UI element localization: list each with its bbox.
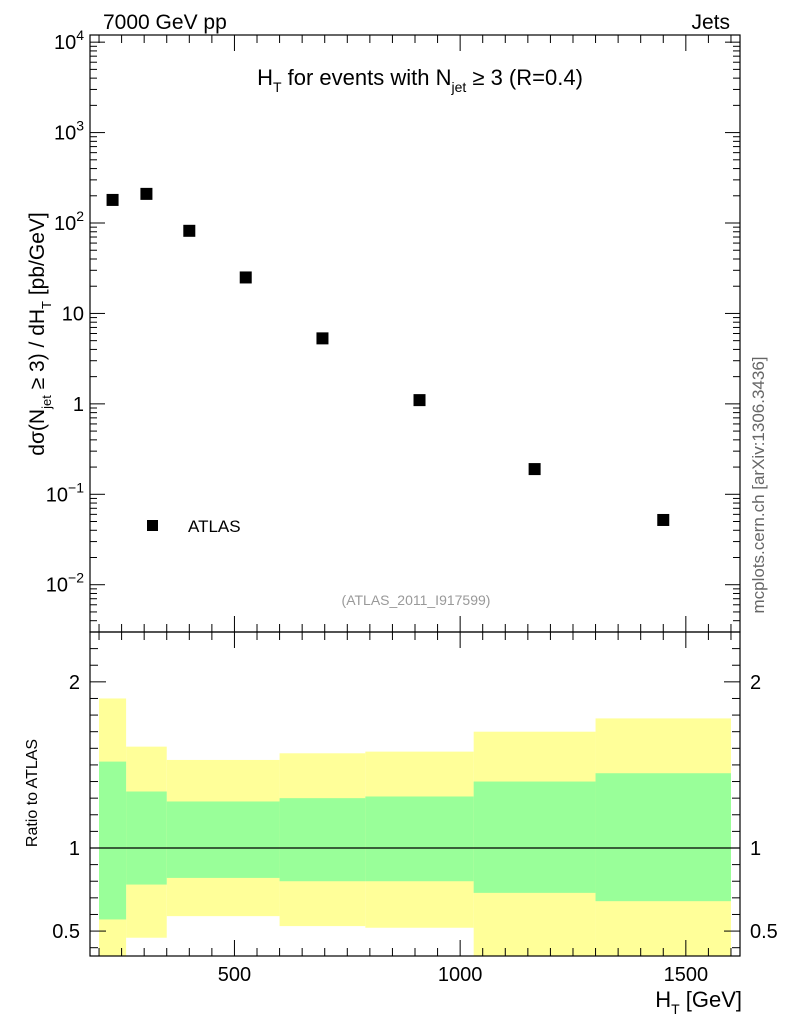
ratio-y-axis-label: Ratio to ATLAS [24, 739, 41, 847]
tick-base: 1 [73, 394, 84, 416]
ratio-bands [99, 698, 731, 956]
data-point [239, 271, 252, 284]
main-y-tick-label: 10−1 [46, 479, 84, 506]
main-y-tick-label: 104 [54, 27, 84, 54]
x-tick-label: 1500 [664, 964, 709, 986]
tick-base: 10 [62, 303, 84, 325]
inner-band-segment [473, 781, 596, 893]
data-markers [106, 187, 670, 526]
data-point [140, 187, 153, 200]
main-y-tick-label: 103 [54, 118, 84, 145]
legend-marker [147, 520, 158, 531]
tick-exponent: 4 [76, 27, 84, 43]
tick-base: 10 [54, 213, 76, 235]
main-axis-ticks [90, 35, 740, 633]
tick-base: 10 [46, 575, 68, 597]
main-y-tick-label: 102 [54, 208, 84, 235]
ratio-y-tick-label-right: 1 [750, 838, 761, 860]
process-label: Jets [691, 11, 730, 34]
ratio-y-tick-label-left: 2 [69, 672, 80, 694]
x-tick-label: 500 [218, 964, 251, 986]
x-tick-label: 1000 [438, 964, 483, 986]
inner-band-segment [126, 791, 167, 885]
energy-label: 7000 GeV pp [103, 11, 227, 34]
main-y-tick-label: 10−2 [46, 570, 84, 597]
plot-title: HT for events with Njet ≥ 3 (R=0.4) [257, 65, 583, 95]
data-point [413, 394, 426, 407]
data-point [657, 513, 670, 526]
ratio-y-tick-label-left: 1 [69, 838, 80, 860]
inner-band-segment [166, 801, 280, 878]
ratio-panel: 0.5 0.5 1 1 2 2 500 1000 1500 Ratio to ATLAS HT… [24, 631, 778, 1017]
main-y-tick-label: 1 [73, 394, 84, 416]
ratio-frame [89, 631, 741, 957]
inner-band-segment [99, 761, 127, 920]
x-axis-label: HT [GeV] [655, 987, 742, 1017]
tick-exponent: −2 [68, 570, 84, 586]
main-frame [89, 34, 741, 633]
legend-label: ATLAS [188, 517, 241, 536]
ratio-y-tick-label-right: 0.5 [750, 921, 778, 943]
x-tick-labels: 500 1000 1500 [218, 964, 708, 986]
tick-exponent: 3 [76, 118, 84, 134]
ratio-axis-ticks [90, 631, 740, 956]
data-point [528, 463, 541, 476]
analysis-reference: (ATLAS_2011_I917599) [342, 592, 491, 608]
data-point [316, 332, 329, 345]
tick-exponent: 2 [76, 208, 84, 224]
main-y-tick-label: 10 [62, 303, 84, 325]
inner-band-segment [595, 773, 731, 902]
watermark-label: mcplots.cern.ch [arXiv:1306.3436] [749, 356, 768, 613]
tick-base: 10 [46, 484, 68, 506]
ratio-y-tick-label-right: 2 [750, 672, 761, 694]
data-point [106, 193, 119, 206]
inner-band-segment [279, 798, 366, 882]
tick-base: 10 [54, 123, 76, 145]
ratio-y-tick-label-left: 0.5 [52, 921, 80, 943]
tick-exponent: −1 [68, 479, 84, 495]
inner-band-segment [365, 796, 474, 882]
tick-base: 10 [54, 32, 76, 54]
data-point [183, 224, 196, 237]
ratio-y-tick-labels: 0.5 0.5 1 1 2 2 [52, 672, 778, 943]
main-y-axis-label: dσ(Njet ≥ 3) / dHT [pb/GeV] [26, 212, 54, 455]
